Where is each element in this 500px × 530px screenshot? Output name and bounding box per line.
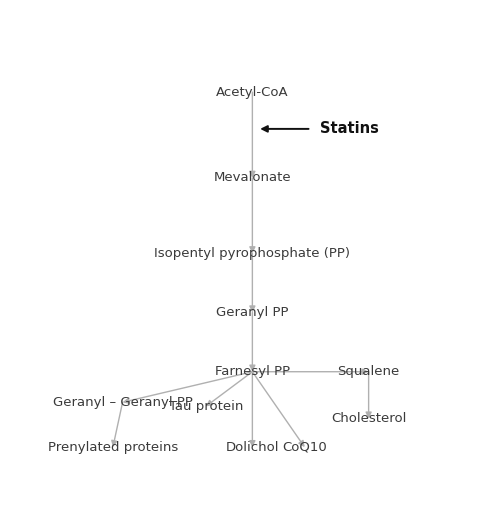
Text: Farnesyl PP: Farnesyl PP <box>215 365 290 378</box>
Text: Acetyl-CoA: Acetyl-CoA <box>216 86 288 99</box>
Text: CoQ10: CoQ10 <box>282 441 327 454</box>
Text: Cholesterol: Cholesterol <box>331 412 406 425</box>
Text: Isopentyl pyrophosphate (PP): Isopentyl pyrophosphate (PP) <box>154 247 350 260</box>
Text: Tau protein: Tau protein <box>168 400 243 413</box>
Text: Geranyl PP: Geranyl PP <box>216 306 288 319</box>
Text: Prenylated proteins: Prenylated proteins <box>48 441 178 454</box>
Text: Statins: Statins <box>320 121 379 136</box>
Text: Geranyl – Geranyl PP: Geranyl – Geranyl PP <box>52 396 192 409</box>
Text: Squalene: Squalene <box>338 365 400 378</box>
Text: Dolichol: Dolichol <box>226 441 279 454</box>
Text: Mevalonate: Mevalonate <box>214 171 291 184</box>
